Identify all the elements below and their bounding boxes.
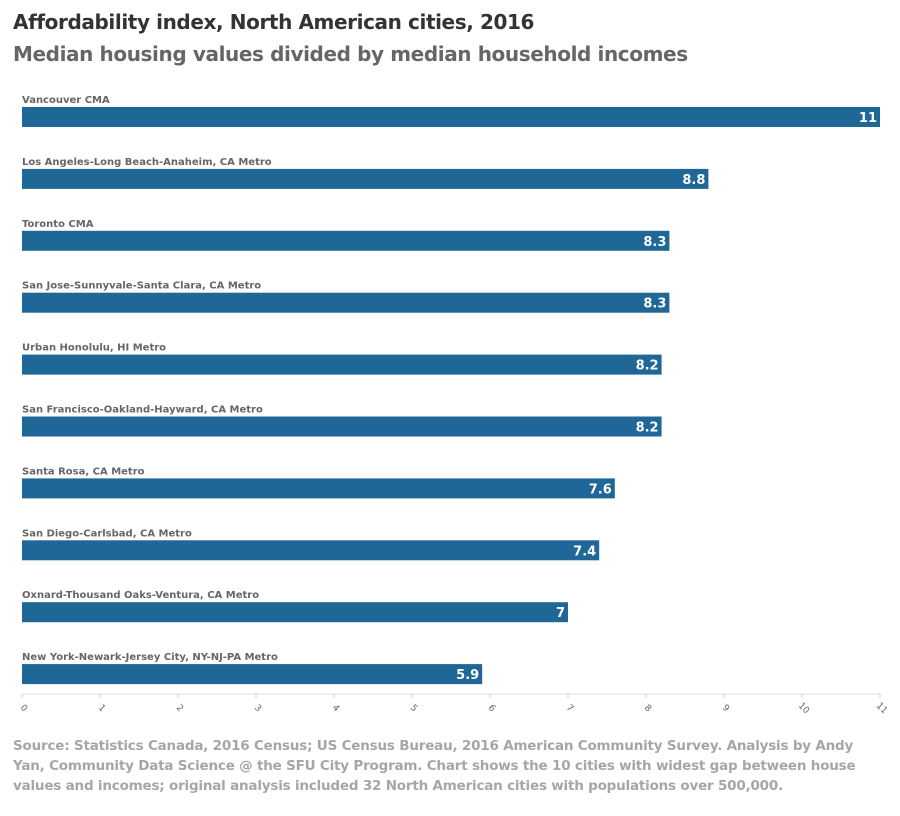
bar xyxy=(22,107,880,127)
x-tick-label: 0 xyxy=(18,703,29,714)
category-label: San Francisco-Oakland-Hayward, CA Metro xyxy=(22,405,263,416)
x-tick-label: 6 xyxy=(486,703,497,714)
category-label: San Jose-Sunnyvale-Santa Clara, CA Metro xyxy=(22,281,261,292)
bar-value-label: 8.2 xyxy=(636,359,659,374)
bar-value-label: 8.2 xyxy=(636,421,659,436)
category-label: Los Angeles-Long Beach-Anaheim, CA Metro xyxy=(22,157,272,168)
bar-chart: Vancouver CMA 11 Los Angeles-Long Beach-An… xyxy=(18,95,889,716)
bar xyxy=(22,292,670,313)
chart-subtitle: Median housing values divided by median … xyxy=(13,42,688,66)
x-tick-label: 10 xyxy=(796,701,811,716)
bar-value-label: 11 xyxy=(859,111,877,126)
bar xyxy=(22,354,662,375)
x-tick-label: 1 xyxy=(96,703,107,714)
bar-value-label: 8.8 xyxy=(682,173,705,188)
x-tick-label: 4 xyxy=(330,703,341,714)
bar-value-label: 7.4 xyxy=(573,544,596,559)
x-tick-label: 11 xyxy=(874,701,889,716)
bar-value-label: 5.9 xyxy=(456,668,479,683)
bar xyxy=(22,664,483,685)
category-label: New York-Newark-Jersey City, NY-NJ-PA Me… xyxy=(22,652,278,663)
category-label: Urban Honolulu, HI Metro xyxy=(22,343,166,354)
bar-value-label: 7 xyxy=(556,606,565,621)
source-note: Source: Statistics Canada, 2016 Census; … xyxy=(13,738,856,794)
category-label: San Diego-Carlsbad, CA Metro xyxy=(22,528,192,539)
category-label: Toronto CMA xyxy=(22,219,94,230)
x-tick-label: 7 xyxy=(564,703,575,714)
category-label: Vancouver CMA xyxy=(22,95,110,106)
bar-value-label: 8.3 xyxy=(643,297,666,312)
bar-value-label: 7.6 xyxy=(589,482,612,497)
bar-value-label: 8.3 xyxy=(643,235,666,250)
x-tick-label: 8 xyxy=(642,703,653,714)
bar xyxy=(22,168,709,189)
category-label: Santa Rosa, CA Metro xyxy=(22,466,145,477)
x-tick-label: 3 xyxy=(252,703,263,714)
bar xyxy=(22,478,615,499)
x-tick-label: 9 xyxy=(720,703,731,714)
bar xyxy=(22,602,568,623)
x-tick-label: 2 xyxy=(174,703,185,714)
chart-title: Affordability index, North American citi… xyxy=(13,10,535,34)
bar xyxy=(22,540,600,561)
bar xyxy=(22,416,662,437)
bar xyxy=(22,230,670,251)
x-tick-label: 5 xyxy=(408,703,419,714)
category-label: Oxnard-Thousand Oaks-Ventura, CA Metro xyxy=(22,590,259,601)
